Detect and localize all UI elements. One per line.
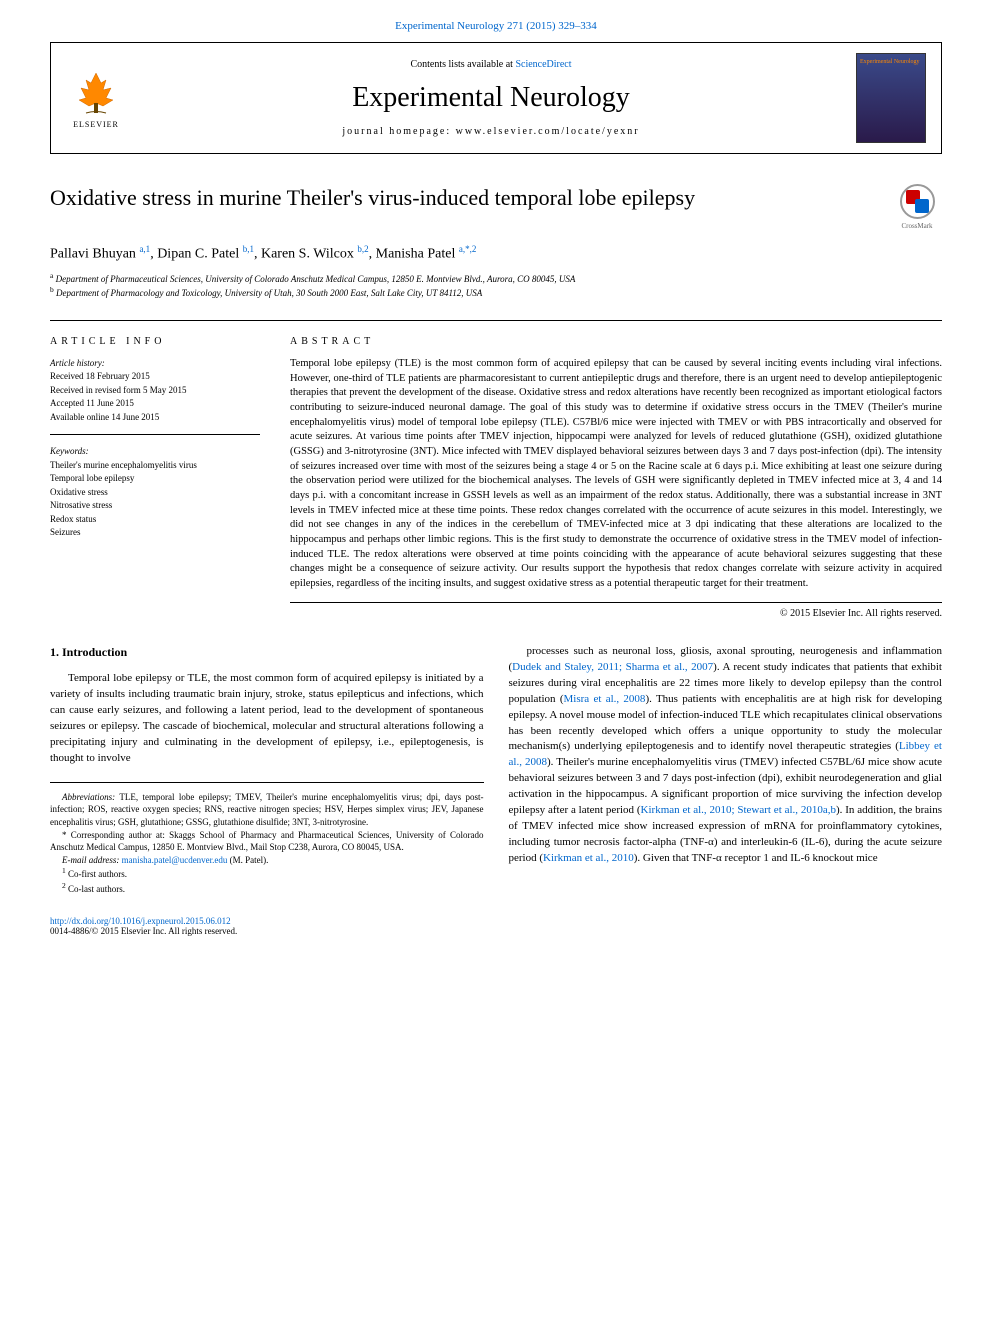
authors-line: Pallavi Bhuyan a,1, Dipan C. Patel b,1, … xyxy=(50,244,942,263)
crossmark-badge[interactable]: CrossMark xyxy=(892,184,942,234)
email-link[interactable]: manisha.patel@ucdenver.edu xyxy=(122,855,228,865)
abstract-column: abstract Temporal lobe epilepsy (TLE) is… xyxy=(290,336,942,619)
keyword-item: Nitrosative stress xyxy=(50,499,260,513)
keyword-item: Seizures xyxy=(50,526,260,540)
keyword-item: Redox status xyxy=(50,513,260,527)
elsevier-logo: ELSEVIER xyxy=(66,63,126,133)
journal-name: Experimental Neurology xyxy=(126,82,856,114)
abstract-text: Temporal lobe epilepsy (TLE) is the most… xyxy=(290,357,942,603)
introduction-heading: 1. Introduction xyxy=(50,644,484,661)
elsevier-label: ELSEVIER xyxy=(73,120,119,129)
article-info-heading: article info xyxy=(50,336,260,347)
header-citation: Experimental Neurology 271 (2015) 329–33… xyxy=(50,20,942,32)
issn-copyright: 0014-4886/© 2015 Elsevier Inc. All right… xyxy=(50,926,942,936)
contents-available-line: Contents lists available at ScienceDirec… xyxy=(126,59,856,70)
article-info-column: article info Article history: Received 1… xyxy=(50,336,260,619)
keywords-block: Keywords: Theiler's murine encephalomyel… xyxy=(50,445,260,540)
keyword-item: Oxidative stress xyxy=(50,486,260,500)
abstract-copyright: © 2015 Elsevier Inc. All rights reserved… xyxy=(290,608,942,619)
elsevier-tree-icon xyxy=(71,68,121,118)
keyword-item: Temporal lobe epilepsy xyxy=(50,472,260,486)
body-column-left: 1. Introduction Temporal lobe epilepsy o… xyxy=(50,644,484,896)
crossmark-icon xyxy=(900,184,935,219)
article-title: Oxidative stress in murine Theiler's vir… xyxy=(50,184,872,213)
doi-link[interactable]: http://dx.doi.org/10.1016/j.expneurol.20… xyxy=(50,916,942,926)
sciencedirect-link[interactable]: ScienceDirect xyxy=(515,59,571,70)
intro-paragraph-2: processes such as neuronal loss, gliosis… xyxy=(509,644,943,867)
article-history: Article history: Received 18 February 20… xyxy=(50,357,260,436)
keyword-item: Theiler's murine encephalomyelitis virus xyxy=(50,459,260,473)
crossmark-label: CrossMark xyxy=(901,222,932,230)
affiliations: a Department of Pharmaceutical Sciences,… xyxy=(50,271,942,300)
abstract-heading: abstract xyxy=(290,336,942,347)
footnotes: Abbreviations: TLE, temporal lobe epilep… xyxy=(50,782,484,896)
intro-paragraph-1: Temporal lobe epilepsy or TLE, the most … xyxy=(50,671,484,767)
journal-homepage-line: journal homepage: www.elsevier.com/locat… xyxy=(126,126,856,137)
journal-header: ELSEVIER Contents lists available at Sci… xyxy=(50,42,942,154)
journal-cover-thumbnail: Experimental Neurology xyxy=(856,53,926,143)
body-column-right: processes such as neuronal loss, gliosis… xyxy=(509,644,943,896)
